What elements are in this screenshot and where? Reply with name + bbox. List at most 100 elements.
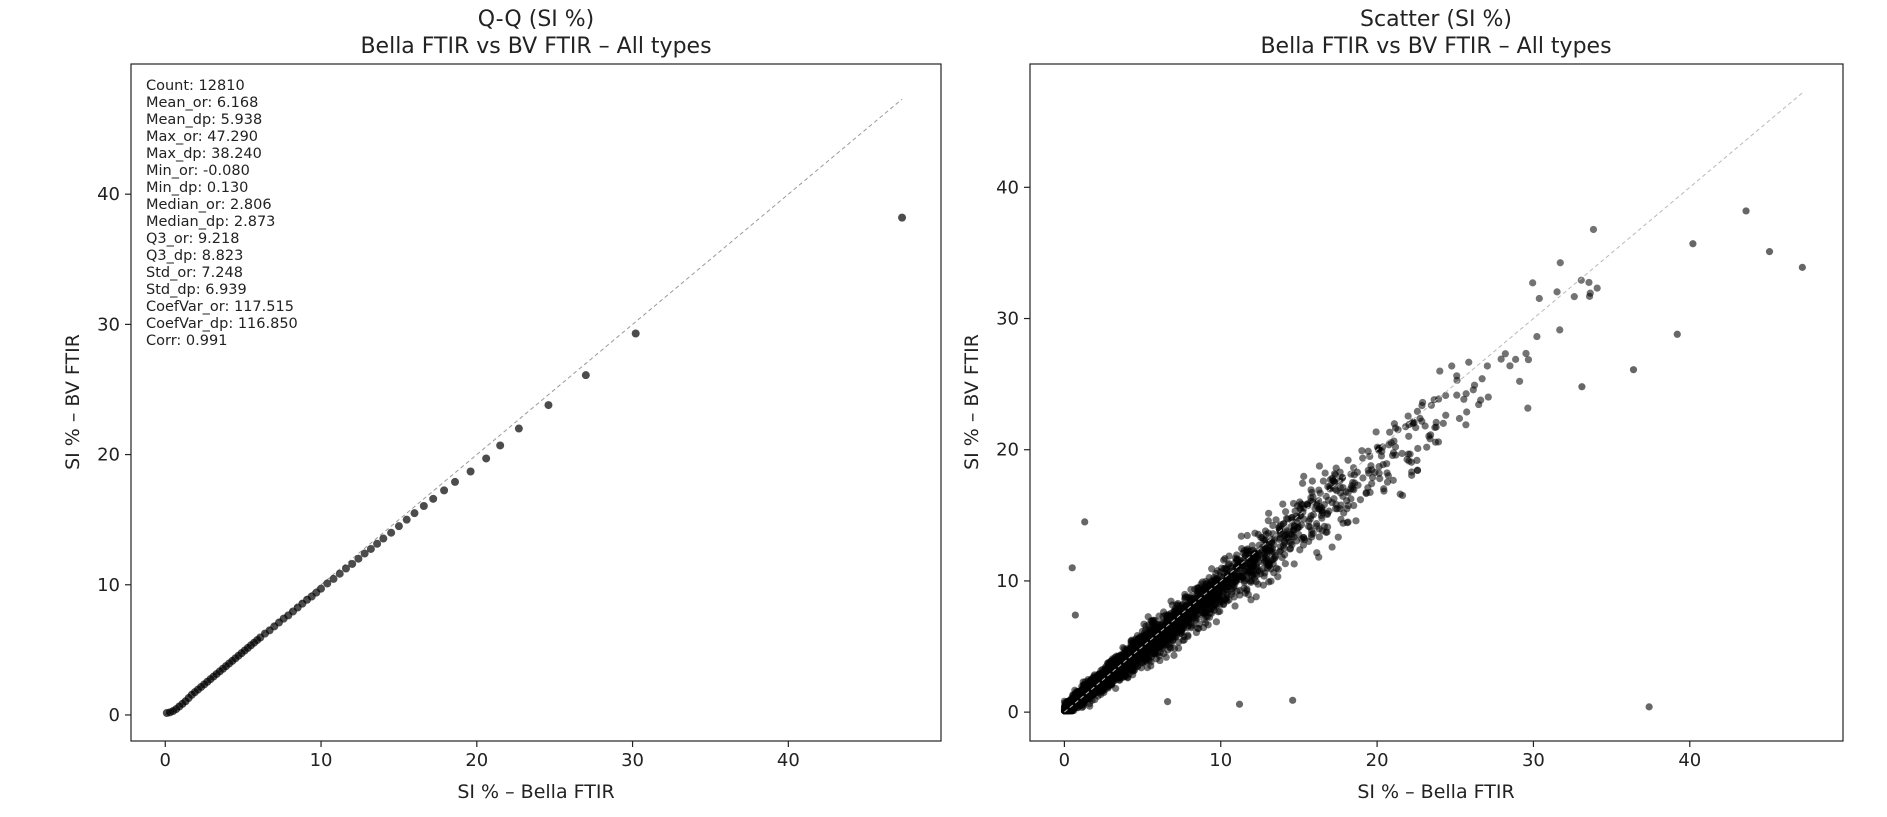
qq-stats-box: Count: 12810 Mean_or: 6.168 Mean_dp: 5.9… <box>146 78 298 349</box>
scatter-point <box>1237 572 1245 580</box>
scatter-point <box>1145 648 1153 656</box>
scatter-point <box>1281 551 1289 559</box>
scatter-point <box>1243 531 1251 540</box>
scatter-point <box>1067 706 1076 714</box>
qq-point <box>514 424 523 433</box>
scatter-point <box>1535 294 1543 303</box>
scatter-point <box>1306 523 1314 531</box>
scatter-point <box>1334 533 1342 541</box>
scatter-outlier-point <box>1235 700 1244 708</box>
scatter-point <box>1483 362 1491 370</box>
scatter-point <box>1247 578 1255 586</box>
qq-point <box>898 213 907 222</box>
scatter-point <box>1079 685 1087 693</box>
scatter-outlier-point <box>1645 703 1653 711</box>
scatter-point <box>1307 494 1315 502</box>
scatter-point <box>1378 447 1386 455</box>
qq-point <box>496 441 505 450</box>
scatter-point <box>1272 516 1280 524</box>
scatter-point <box>1501 350 1509 358</box>
scatter-subtitle: Bella FTIR vs BV FTIR – All types <box>1260 34 1611 59</box>
scatter-point <box>1321 469 1329 477</box>
scatter-point <box>1322 528 1330 536</box>
scatter-point <box>1300 472 1308 480</box>
scatter-point <box>1431 423 1439 432</box>
scatter-point <box>1426 435 1434 443</box>
scatter-point <box>1298 535 1306 543</box>
scatter-y-axis-label: SI % – BV FTIR <box>961 334 983 470</box>
scatter-point <box>1221 554 1229 563</box>
scatter-point <box>1184 631 1192 639</box>
scatter-point <box>1232 578 1240 586</box>
scatter-point <box>1315 533 1323 541</box>
scatter-point <box>1442 411 1450 419</box>
scatter-point <box>1275 522 1283 531</box>
scatter-point <box>1152 655 1160 663</box>
scatter-point <box>1082 695 1090 703</box>
scatter-point <box>1195 624 1203 633</box>
scatter-point <box>1442 391 1450 400</box>
scatter-point <box>1315 553 1323 561</box>
stat-q3-or: Q3_or: 9.218 <box>146 231 239 247</box>
scatter-point <box>1240 584 1248 592</box>
scatter-point <box>1167 597 1175 605</box>
qq-point <box>440 486 449 495</box>
qq-subtitle: Bella FTIR vs BV FTIR – All types <box>360 34 711 59</box>
scatter-point <box>1512 355 1520 363</box>
y-tick-label: 10 <box>97 575 120 596</box>
scatter-point <box>1290 560 1298 568</box>
scatter-point <box>1219 588 1227 596</box>
scatter-point <box>1178 627 1186 635</box>
scatter-point <box>1307 486 1315 494</box>
scatter-point <box>1448 362 1456 370</box>
qq-point <box>379 534 388 543</box>
scatter-point <box>1183 615 1191 623</box>
scatter-outlier-point <box>1689 240 1697 248</box>
scatter-point <box>1553 288 1561 296</box>
scatter-x-axis-label: SI % – Bella FTIR <box>1357 781 1514 803</box>
scatter-point <box>1197 603 1205 611</box>
scatter-point <box>1375 469 1383 477</box>
scatter-point <box>1207 588 1215 596</box>
scatter-point <box>1250 570 1258 578</box>
qq-x-ticks: 0 10 20 30 40 <box>160 741 800 771</box>
scatter-point <box>1372 428 1380 436</box>
scatter-point <box>1350 501 1358 510</box>
scatter-point <box>1585 278 1593 287</box>
scatter-point <box>1195 587 1203 595</box>
y-tick-label: 20 <box>97 445 120 466</box>
scatter-outlier-point <box>1629 366 1638 374</box>
qq-point <box>335 569 344 578</box>
scatter-point <box>1282 514 1291 523</box>
scatter-point <box>1261 569 1269 577</box>
qq-y-ticks: 0 10 20 30 40 <box>97 184 131 726</box>
scatter-point <box>1383 478 1392 486</box>
scatter-point <box>1209 601 1217 609</box>
scatter-point <box>1462 390 1470 398</box>
scatter-point <box>1270 555 1278 563</box>
scatter-point <box>1127 639 1135 648</box>
scatter-point <box>1254 530 1262 539</box>
scatter-point <box>1296 546 1304 554</box>
scatter-point <box>1259 546 1267 554</box>
scatter-point <box>1212 618 1221 626</box>
scatter-point <box>1418 417 1426 425</box>
scatter-point <box>1281 560 1289 568</box>
scatter-point <box>1164 611 1173 619</box>
scatter-point <box>1267 538 1275 547</box>
qq-x-axis-label: SI % – Bella FTIR <box>457 781 614 803</box>
scatter-point <box>1392 451 1400 459</box>
scatter-point <box>1315 462 1324 470</box>
stat-max-dp: Max_dp: 38.240 <box>146 146 262 162</box>
scatter-point <box>1236 591 1244 599</box>
scatter-point <box>1353 468 1361 476</box>
scatter-point <box>1465 358 1473 366</box>
scatter-point <box>1201 583 1209 591</box>
scatter-point <box>1410 418 1418 427</box>
scatter-point <box>1344 489 1352 497</box>
scatter-point <box>1099 684 1107 692</box>
x-tick-label: 30 <box>1522 750 1545 771</box>
qq-point <box>451 477 459 486</box>
y-tick-label: 40 <box>97 184 120 205</box>
